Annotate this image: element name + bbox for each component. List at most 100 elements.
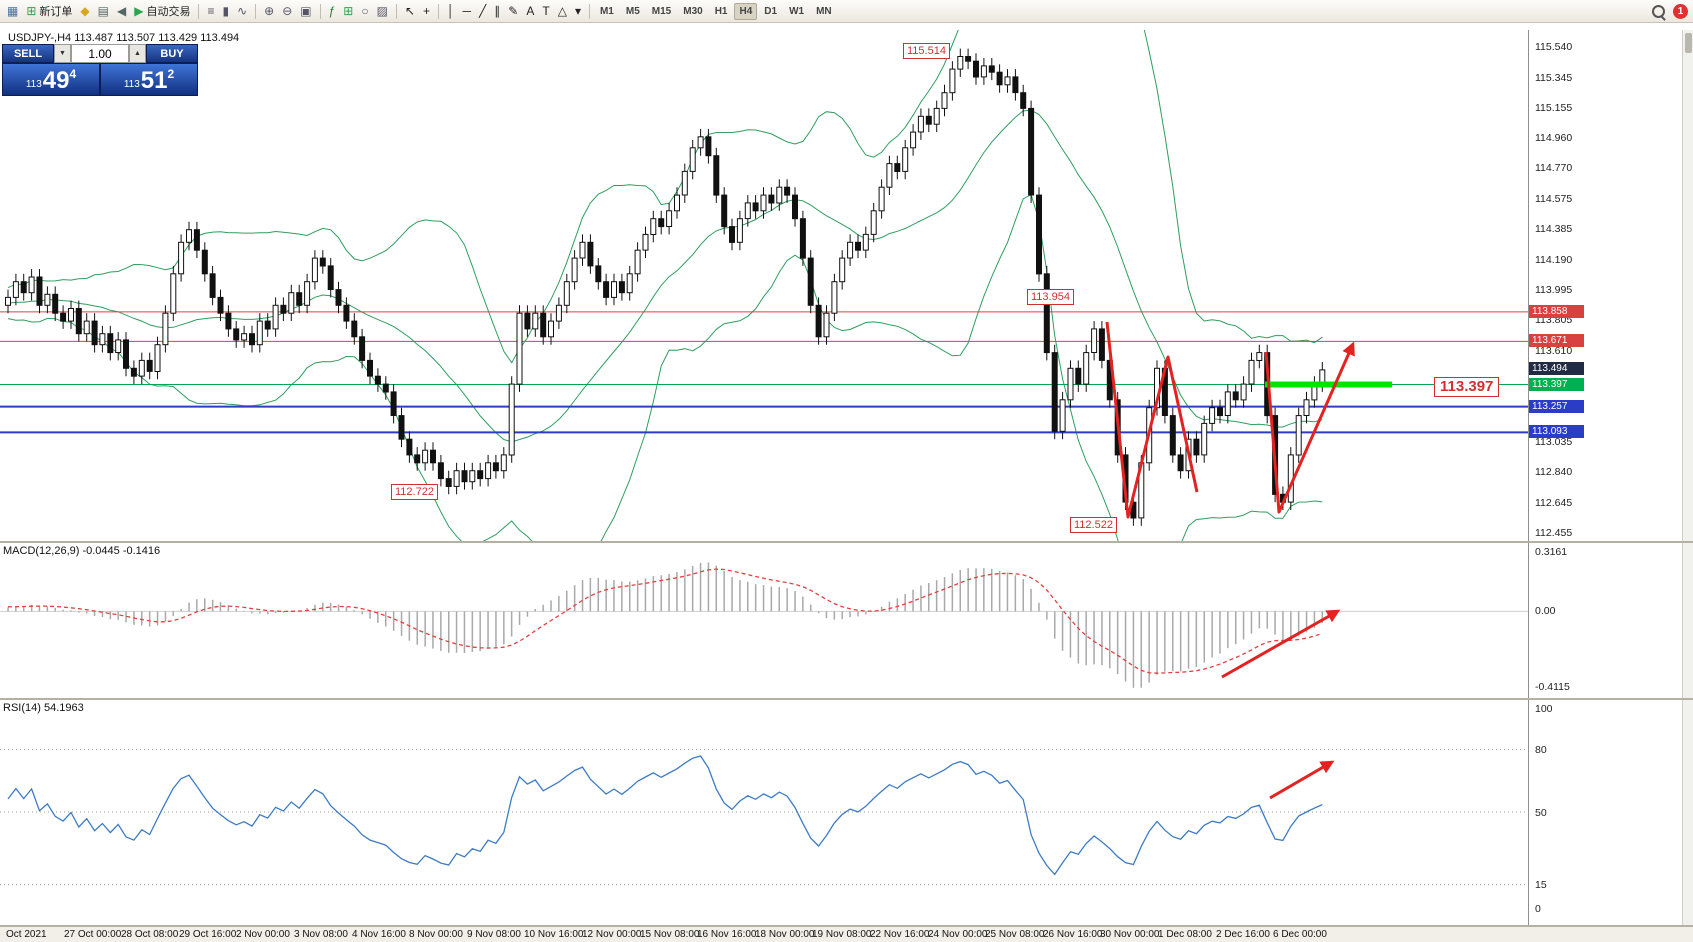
period-icon: ○ — [361, 4, 369, 18]
time-axis-label: 27 Oct 00:00 — [64, 929, 122, 940]
shapes-icon[interactable]: △ — [555, 2, 570, 20]
period-icon[interactable]: ○ — [358, 2, 371, 20]
toolbar-separator — [395, 3, 397, 19]
one-click-trading-panel: SELL ▼ ▲ BUY 113 49 4 113 51 2 — [2, 44, 198, 96]
time-axis-label: 28 Oct 08:00 — [121, 929, 179, 940]
timeframe-m15[interactable]: M15 — [651, 5, 672, 17]
macd-indicator-label: MACD(12,26,9) -0.0445 -0.1416 — [3, 545, 161, 557]
line-chart-icon[interactable]: ∿ — [234, 2, 250, 20]
market-watch-icon[interactable]: ◆ — [77, 2, 92, 20]
autotrading-button[interactable]: ▶ 自动交易 — [131, 2, 193, 20]
line-chart-icon: ∿ — [237, 4, 248, 18]
time-axis-label: Oct 2021 — [6, 929, 47, 940]
add-indicator-icon[interactable]: ⊞ — [340, 2, 356, 20]
timeframe-h4[interactable]: H4 — [734, 2, 758, 20]
crosshair-icon: + — [423, 4, 431, 18]
chart-macd-splitter[interactable] — [0, 541, 1693, 543]
time-axis-label: 6 Dec 00:00 — [1273, 929, 1327, 940]
bar-chart-icon[interactable]: ≡ — [204, 2, 217, 20]
buy-button[interactable]: BUY — [146, 44, 198, 63]
indicator-scale-label: 0.3161 — [1535, 546, 1568, 558]
time-axis-label: 24 Nov 00:00 — [928, 929, 988, 940]
text-icon[interactable]: A — [523, 2, 537, 20]
shapes-icon: △ — [557, 4, 567, 18]
new-chart-icon[interactable]: ▦ — [4, 2, 21, 20]
indicator-scale-label: 80 — [1535, 744, 1547, 756]
scrollbar-thumb[interactable] — [1685, 33, 1692, 53]
pencil-icon[interactable]: ✎ — [505, 2, 521, 20]
timeframe-m30[interactable]: M30 — [683, 5, 703, 17]
price-tag: 113.093 — [1529, 425, 1584, 438]
print-icon[interactable]: ▤ — [95, 2, 112, 20]
toolbar-items: ▦ ⊞ 新订单 ◆ ▤ ◀ ▶ 自动交易 ≡ ▮ ∿ ⊕ ⊖ ▣ ƒ ⊞ ○ ▨ ↖ + │ ─ ╱ ∥ ✎ A T △ ▾ M1 M5 M1… — [0, 0, 838, 22]
timeframe-h1[interactable]: H1 — [714, 5, 728, 17]
vertical-line-icon[interactable]: │ — [444, 2, 458, 20]
price-tick-label: 115.345 — [1535, 72, 1573, 84]
time-axis-label: 16 Nov 16:00 — [697, 929, 757, 940]
indicator-scale-label: 50 — [1535, 807, 1547, 819]
tile-windows-icon[interactable]: ▣ — [297, 2, 314, 20]
rsi-indicator-label: RSI(14) 54.1963 — [3, 702, 84, 714]
rsi-timeaxis-splitter[interactable] — [0, 925, 1693, 927]
time-axis[interactable]: Oct 2021 27 Oct 00:00 28 Oct 08:00 29 Oct 1… — [0, 927, 1693, 942]
price-tick-label: 112.645 — [1535, 497, 1573, 509]
alerts-icon[interactable]: ◀ — [114, 2, 129, 20]
time-axis-label: 19 Nov 08:00 — [812, 929, 872, 940]
toolbar-right: 1 — [1652, 0, 1688, 22]
text-icon: A — [526, 4, 535, 18]
time-axis-label: 26 Nov 16:00 — [1043, 929, 1103, 940]
cursor-icon[interactable]: ↖ — [402, 2, 418, 20]
templates-icon[interactable]: ▨ — [374, 2, 391, 20]
macd-panel-canvas[interactable] — [0, 543, 1528, 698]
ask-big-digits: 51 — [140, 67, 168, 94]
ask-price-display[interactable]: 113 51 2 — [100, 63, 198, 96]
market-watch-icon: ◆ — [80, 4, 90, 18]
time-axis-label: 18 Nov 00:00 — [755, 929, 815, 940]
volume-decrease-button[interactable]: ▼ — [54, 44, 71, 63]
horizontal-line-icon[interactable]: ─ — [460, 2, 475, 20]
timeframe-m1[interactable]: M1 — [599, 5, 614, 17]
price-tick-label: 114.770 — [1535, 162, 1573, 174]
toolbar-separator — [319, 3, 321, 19]
print-icon: ▤ — [97, 4, 109, 18]
price-axis[interactable]: 115.540 115.345 115.155 114.960 114.770 114.5… — [1528, 30, 1683, 926]
vertical-scrollbar[interactable] — [1682, 30, 1693, 926]
price-tick-label: 114.960 — [1535, 132, 1573, 144]
bar-chart-icon: ≡ — [207, 4, 215, 18]
timeframe-w1[interactable]: W1 — [789, 5, 805, 17]
time-axis-label: 29 Oct 16:00 — [179, 929, 237, 940]
notification-badge[interactable]: 1 — [1673, 3, 1688, 19]
search-icon[interactable] — [1652, 4, 1665, 18]
trendline-icon[interactable]: ╱ — [476, 2, 489, 20]
zoom-in-icon: ⊕ — [264, 4, 275, 18]
crosshair-icon[interactable]: + — [420, 2, 433, 20]
toolbar-separator — [588, 3, 590, 19]
zoom-out-icon[interactable]: ⊖ — [279, 2, 295, 20]
toolbar-separator — [438, 3, 440, 19]
main-chart-canvas[interactable] — [0, 30, 1528, 541]
alerts-icon: ◀ — [116, 4, 127, 18]
sell-button[interactable]: SELL — [2, 44, 54, 63]
time-axis-label: 2 Nov 00:00 — [236, 929, 290, 940]
indicators-icon: ƒ — [328, 4, 336, 18]
timeframe-d1[interactable]: D1 — [764, 5, 778, 17]
macd-rsi-splitter[interactable] — [0, 698, 1693, 700]
zoom-in-icon[interactable]: ⊕ — [261, 2, 277, 20]
rsi-panel-canvas[interactable] — [0, 700, 1528, 925]
shapes-dropdown-icon[interactable]: ▾ — [572, 2, 584, 20]
bid-price-display[interactable]: 113 49 4 — [2, 63, 100, 96]
price-tag: 113.397 — [1529, 378, 1584, 391]
indicators-icon[interactable]: ƒ — [326, 2, 339, 20]
new-order-button[interactable]: ⊞ 新订单 — [23, 2, 75, 20]
time-axis-label: 4 Nov 16:00 — [352, 929, 406, 940]
volume-input[interactable] — [71, 44, 129, 63]
channel-icon: ∥ — [494, 4, 501, 18]
candlestick-chart-icon[interactable]: ▮ — [219, 2, 232, 20]
new-order-icon: ⊞ — [26, 4, 37, 18]
timeframe-mn[interactable]: MN — [816, 5, 832, 17]
candlestick-chart-icon: ▮ — [222, 4, 230, 18]
channel-icon[interactable]: ∥ — [491, 2, 503, 20]
label-icon[interactable]: T — [539, 2, 552, 20]
timeframe-m5[interactable]: M5 — [625, 5, 640, 17]
volume-increase-button[interactable]: ▲ — [129, 44, 146, 63]
